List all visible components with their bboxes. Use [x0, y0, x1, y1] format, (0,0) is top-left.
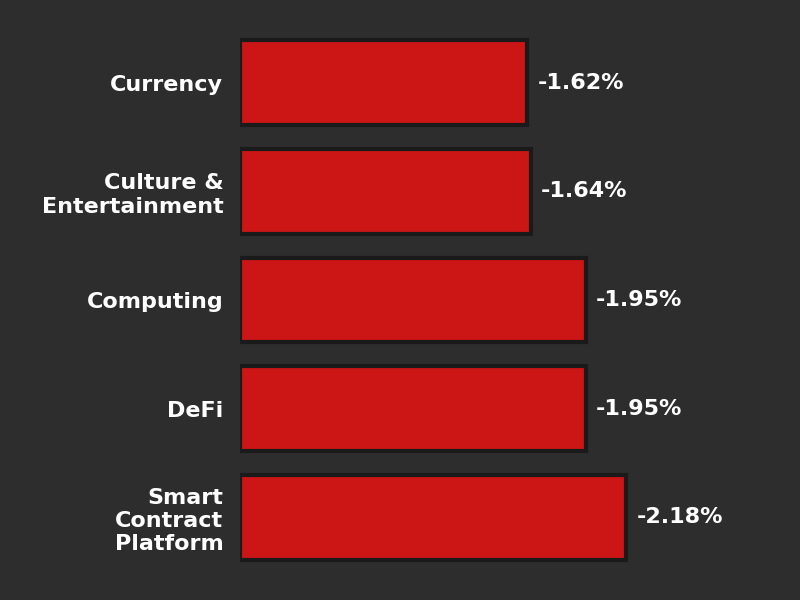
Bar: [240, 40, 527, 125]
Bar: [240, 257, 586, 343]
Text: -1.95%: -1.95%: [596, 398, 682, 419]
Bar: [240, 149, 530, 234]
Text: -1.95%: -1.95%: [596, 290, 682, 310]
Bar: [240, 366, 586, 451]
Bar: [240, 475, 626, 560]
Text: -1.62%: -1.62%: [538, 73, 624, 92]
Text: -1.64%: -1.64%: [542, 181, 628, 202]
Text: -2.18%: -2.18%: [637, 508, 723, 527]
